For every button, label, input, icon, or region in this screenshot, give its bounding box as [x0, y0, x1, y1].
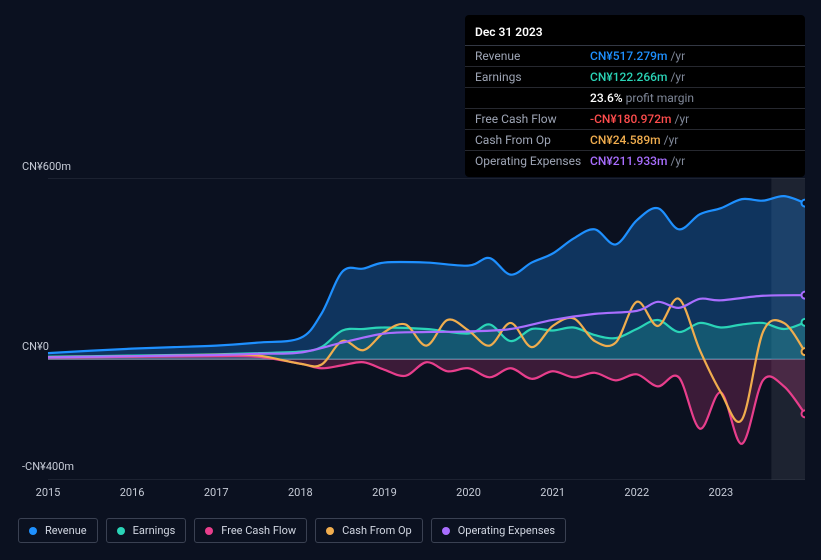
tooltip-unit: profit margin [626, 91, 694, 105]
x-tick: 2015 [36, 486, 61, 499]
legend-label: Free Cash Flow [221, 524, 296, 537]
legend: Revenue Earnings Free Cash Flow Cash From O… [18, 518, 566, 543]
legend-dot [326, 527, 334, 535]
tooltip-unit: /yr [670, 70, 685, 84]
legend-label: Operating Expenses [458, 524, 555, 537]
tooltip-label: Cash From Op [475, 133, 590, 147]
x-tick: 2022 [624, 486, 649, 499]
tooltip-label [475, 91, 590, 105]
tooltip-row: RevenueCN¥517.279m/yr [465, 46, 805, 67]
tooltip-label: Earnings [475, 70, 590, 84]
tooltip-title: Dec 31 2023 [465, 21, 805, 46]
legend-item[interactable]: Cash From Op [315, 518, 423, 543]
chart-area[interactable] [18, 178, 805, 480]
y-label-top: CN¥600m [22, 160, 71, 173]
tooltip-row: Free Cash Flow-CN¥180.972m/yr [465, 109, 805, 130]
tooltip-value: 23.6% [590, 91, 623, 105]
legend-item[interactable]: Free Cash Flow [194, 518, 307, 543]
tooltip-value: CN¥24.589m [590, 133, 661, 147]
tooltip-label: Free Cash Flow [475, 112, 590, 126]
x-tick: 2016 [120, 486, 145, 499]
tooltip-value: -CN¥180.972m [590, 112, 672, 126]
legend-dot [117, 527, 125, 535]
tooltip-value: CN¥122.266m [590, 70, 667, 84]
x-tick: 2018 [288, 486, 313, 499]
legend-label: Revenue [45, 524, 87, 537]
tooltip-unit: /yr [664, 133, 679, 147]
legend-item[interactable]: Operating Expenses [431, 518, 566, 543]
tooltip-unit: /yr [670, 154, 685, 168]
tooltip-label: Operating Expenses [475, 154, 590, 168]
tooltip-row: EarningsCN¥122.266m/yr [465, 67, 805, 88]
x-tick: 2017 [204, 486, 229, 499]
tooltip-row: Operating ExpensesCN¥211.933m/yr [465, 151, 805, 171]
x-tick: 2023 [709, 486, 734, 499]
legend-dot [29, 527, 37, 535]
tooltip-value: CN¥211.933m [590, 154, 667, 168]
legend-item[interactable]: Revenue [18, 518, 98, 543]
tooltip-panel: Dec 31 2023 RevenueCN¥517.279m/yrEarning… [465, 15, 805, 177]
tooltip-row: 23.6%profit margin [465, 88, 805, 109]
x-tick: 2019 [372, 486, 397, 499]
legend-dot [205, 527, 213, 535]
x-tick: 2021 [540, 486, 565, 499]
tooltip-unit: /yr [675, 112, 690, 126]
tooltip-unit: /yr [670, 49, 685, 63]
legend-label: Cash From Op [342, 524, 412, 537]
x-tick: 2020 [456, 486, 481, 499]
tooltip-value: CN¥517.279m [590, 49, 667, 63]
legend-label: Earnings [133, 524, 176, 537]
tooltip-label: Revenue [475, 49, 590, 63]
legend-item[interactable]: Earnings [106, 518, 187, 543]
line-chart [18, 178, 805, 480]
legend-dot [442, 527, 450, 535]
tooltip-row: Cash From OpCN¥24.589m/yr [465, 130, 805, 151]
